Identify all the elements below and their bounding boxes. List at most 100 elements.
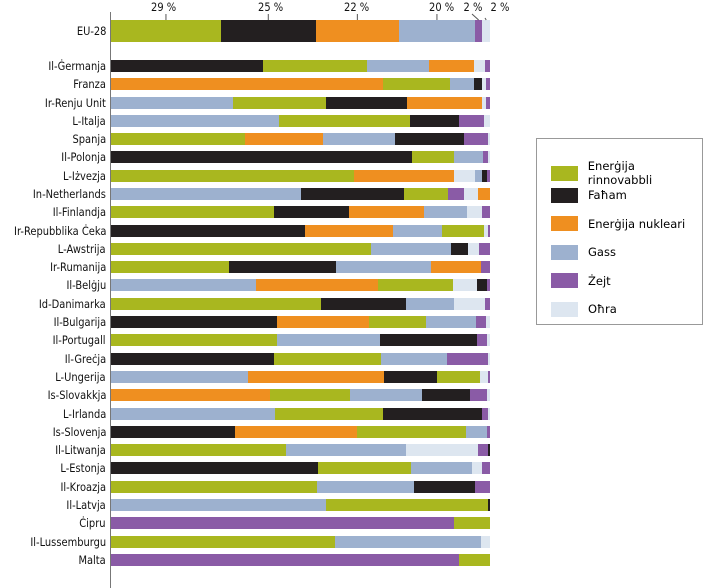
bar-segment-coal <box>111 462 319 474</box>
bar-segment-oil <box>487 426 490 438</box>
eu-data-label: 2 % <box>490 0 510 14</box>
bar-segment-coal <box>326 97 408 109</box>
bar-segment-oil <box>487 279 490 291</box>
bar-segment-gas <box>367 60 429 72</box>
bar-segment-oth <box>484 115 490 127</box>
bar-country <box>111 243 490 255</box>
bar-segment-coal <box>111 426 236 438</box>
bar-label: EU-28 <box>76 24 106 38</box>
bar-label: L-Awstrija <box>58 242 106 256</box>
bar-segment-nuc <box>478 188 490 200</box>
bar-segment-oil <box>477 334 487 346</box>
bar-segment-ren <box>274 353 382 365</box>
bar-label: In-Netherlands <box>32 187 106 201</box>
bar-segment-ren <box>233 97 327 109</box>
bar-segment-nuc <box>354 170 455 182</box>
eu-data-label: 29 % <box>151 0 177 14</box>
bar-segment-oth <box>486 334 490 346</box>
bar-label: Ir-Renju Unit <box>45 96 106 110</box>
bar-country <box>111 444 490 456</box>
bar-segment-ren <box>437 371 481 383</box>
bar-label: L-Italja <box>72 114 106 128</box>
bar-segment-gas <box>475 170 483 182</box>
eu-data-label: 2 % <box>463 0 483 14</box>
legend: Enerġija rinnovabbli Faħam Enerġija nuklea… <box>536 138 703 325</box>
bar-country <box>111 298 490 310</box>
bar-segment-coal <box>422 389 471 401</box>
bar-segment-oil <box>485 60 490 72</box>
leader-line <box>471 13 479 21</box>
bar-country <box>111 279 490 291</box>
bar-segment-coal <box>482 170 487 182</box>
bar-segment-oth <box>488 151 490 163</box>
bar-segment-ren <box>278 115 411 127</box>
bar-segment-gas <box>411 462 473 474</box>
bar-segment-oil <box>482 462 490 474</box>
legend-label: Enerġija rinnovabbli <box>587 159 653 187</box>
bar-segment-oth <box>488 408 490 420</box>
eu-data-label: 25 % <box>258 0 284 14</box>
bar-segment-coal <box>384 371 438 383</box>
bar-segment-gas <box>392 225 443 237</box>
bar-segment-gas <box>277 334 381 346</box>
bar-segment-gas <box>317 481 415 493</box>
bar-label: L-Irlanda <box>62 407 106 421</box>
bar-segment-oil <box>474 20 483 42</box>
bar-country <box>111 170 490 182</box>
bar-country <box>111 353 490 365</box>
bar-segment-gas <box>111 97 234 109</box>
bar-segment-oth <box>482 78 486 90</box>
bar-segment-nuc <box>277 316 370 328</box>
bar-label: Malta <box>78 553 106 567</box>
bar-segment-gas <box>111 408 276 420</box>
bar-segment-gas <box>424 206 468 218</box>
bar-segment-gas <box>111 371 249 383</box>
bar-segment-gas <box>450 78 475 90</box>
bar-segment-gas <box>399 20 475 42</box>
legend-swatch-gas <box>551 244 578 260</box>
bar-segment-gas <box>454 151 484 163</box>
bar-segment-gas <box>111 279 257 291</box>
bar-label: Il-Kroazja <box>60 480 106 494</box>
bar-segment-oth <box>454 298 486 310</box>
bar-segment-ren <box>412 151 455 163</box>
bar-segment-nuc <box>428 60 475 72</box>
bar-country <box>111 462 490 474</box>
bar-segment-coal <box>111 225 306 237</box>
bar-segment-oth <box>485 316 490 328</box>
bar-country <box>111 206 490 218</box>
bar-segment-ren <box>111 261 230 273</box>
legend-item: Gass <box>551 244 616 260</box>
bar-country <box>111 78 490 90</box>
bar-segment-nuc <box>111 389 271 401</box>
bar-segment-ren <box>111 481 318 493</box>
bar-segment-oil <box>483 151 489 163</box>
bar-country <box>111 133 490 145</box>
bar-segment-coal <box>229 261 337 273</box>
bar-segment-gas <box>350 389 423 401</box>
bar-country <box>111 334 490 346</box>
bar-country <box>111 389 490 401</box>
bar-label: L-Estonja <box>60 461 106 475</box>
legend-item: Oħra <box>551 301 617 317</box>
bar-country <box>111 426 490 438</box>
bar-segment-coal <box>410 115 460 127</box>
bar-segment-oth <box>482 97 486 109</box>
bar-segment-oth <box>453 279 478 291</box>
bar-segment-oth <box>481 536 490 548</box>
bar-segment-nuc <box>349 206 425 218</box>
bar-segment-oil <box>479 243 490 255</box>
bar-segment-oil <box>464 133 489 145</box>
bar-country <box>111 60 490 72</box>
bar-country <box>111 316 490 328</box>
bar-country <box>111 188 490 200</box>
bar-segment-gas <box>322 133 396 145</box>
bar-label: Ir-Repubblika Ċeka <box>13 224 106 238</box>
bar-segment-ren <box>111 133 246 145</box>
bar-segment-oil <box>488 371 490 383</box>
bar-segment-coal <box>111 151 413 163</box>
bar-segment-nuc <box>111 78 384 90</box>
bar-segment-coal <box>321 298 407 310</box>
bar-segment-nuc <box>431 261 482 273</box>
bar-segment-ren <box>111 536 336 548</box>
